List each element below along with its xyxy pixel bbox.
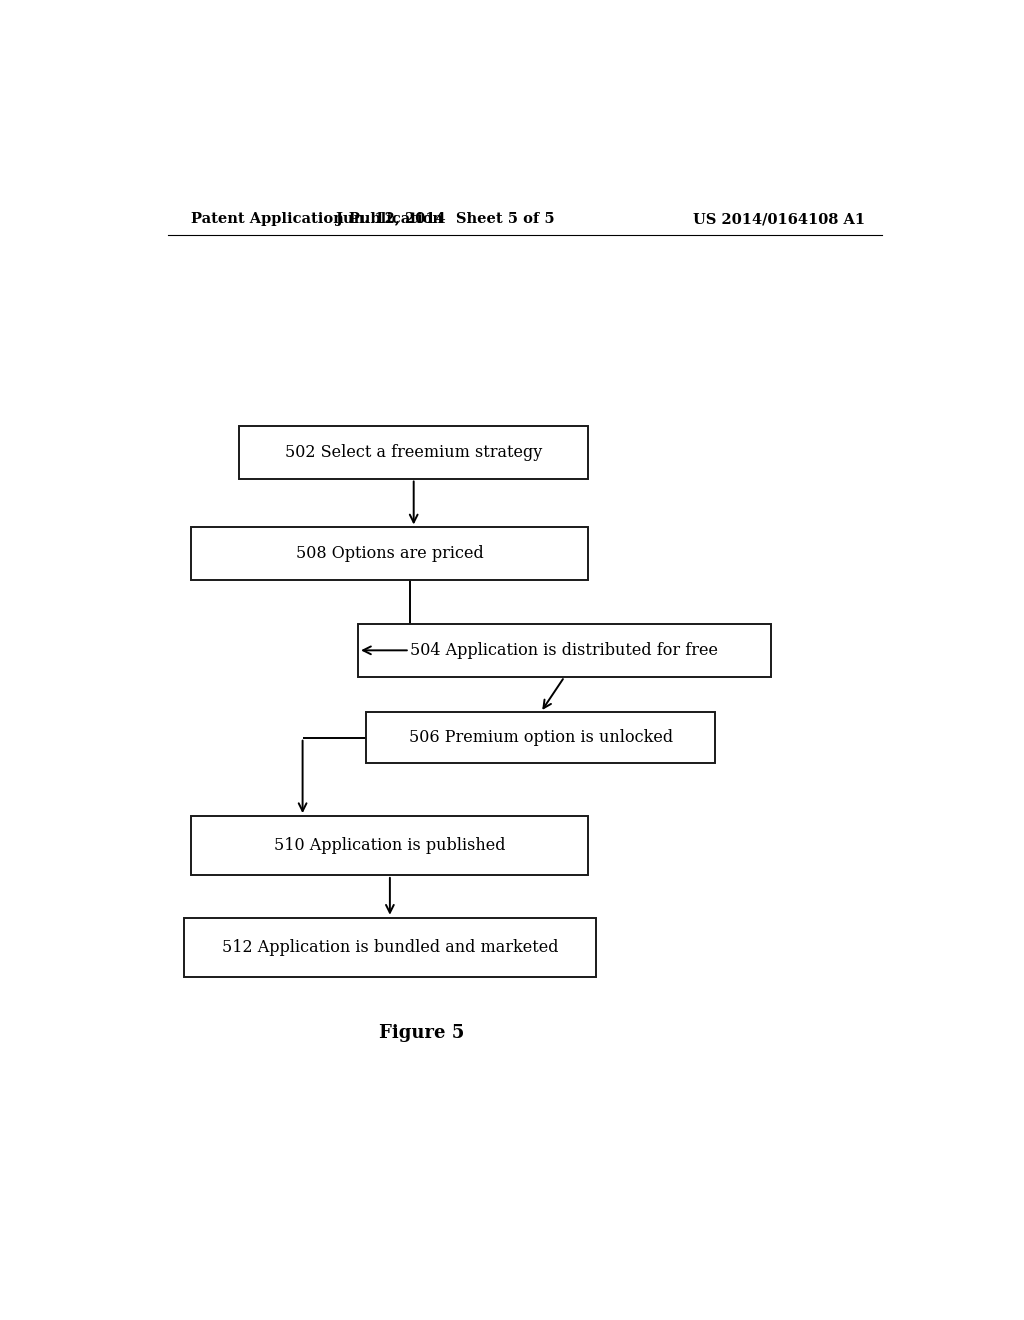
- Text: 512 Application is bundled and marketed: 512 Application is bundled and marketed: [221, 939, 558, 956]
- Text: Jun. 12, 2014  Sheet 5 of 5: Jun. 12, 2014 Sheet 5 of 5: [336, 213, 555, 227]
- Bar: [191, 528, 588, 581]
- Text: 506 Premium option is unlocked: 506 Premium option is unlocked: [409, 729, 673, 746]
- Bar: [367, 713, 715, 763]
- Text: 504 Application is distributed for free: 504 Application is distributed for free: [411, 642, 719, 659]
- Text: Figure 5: Figure 5: [379, 1023, 464, 1041]
- Bar: [358, 624, 771, 677]
- Bar: [191, 816, 588, 875]
- Bar: [183, 917, 596, 977]
- Text: 510 Application is published: 510 Application is published: [274, 837, 506, 854]
- Text: US 2014/0164108 A1: US 2014/0164108 A1: [692, 213, 865, 227]
- Bar: [240, 426, 589, 479]
- Text: Patent Application Publication: Patent Application Publication: [191, 213, 443, 227]
- Text: 502 Select a freemium strategy: 502 Select a freemium strategy: [285, 444, 543, 461]
- Text: 508 Options are priced: 508 Options are priced: [296, 545, 483, 562]
